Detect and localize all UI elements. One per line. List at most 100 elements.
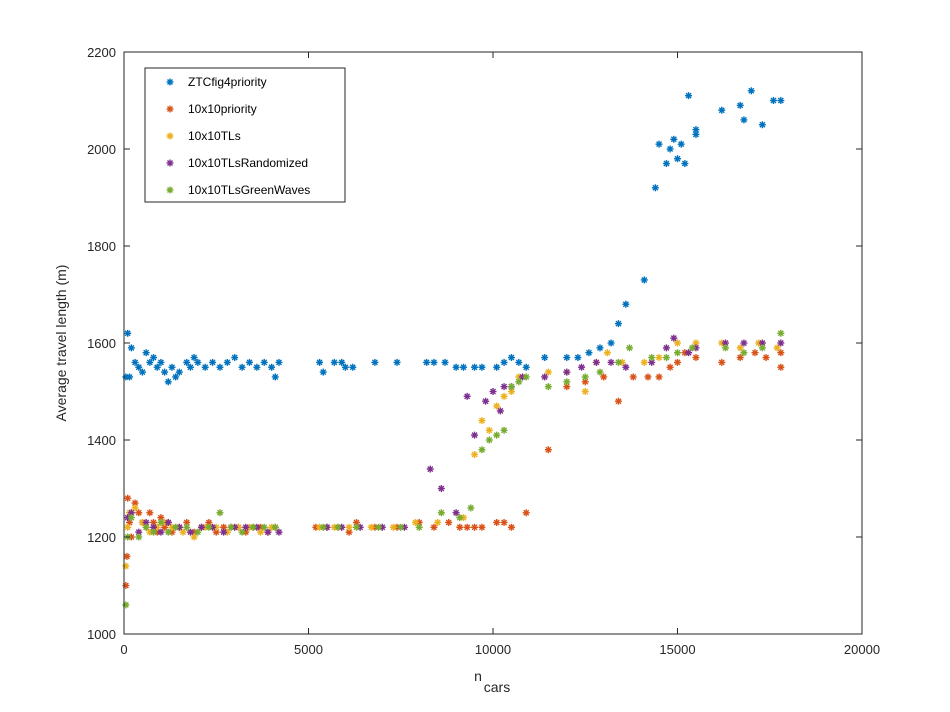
x-axis-label-subscript: cars	[484, 679, 510, 695]
data-point	[718, 358, 726, 366]
data-point	[371, 358, 379, 366]
data-point	[172, 373, 180, 381]
data-point	[212, 528, 220, 536]
legend-label: 10x10TLsGreenWaves	[188, 183, 310, 197]
data-point	[485, 436, 493, 444]
data-point	[161, 368, 169, 376]
data-point	[172, 523, 180, 531]
data-point	[275, 358, 283, 366]
data-point	[607, 358, 615, 366]
data-point	[607, 339, 615, 347]
data-point	[389, 523, 397, 531]
data-point	[257, 528, 265, 536]
data-point	[175, 368, 183, 376]
legend-marker	[166, 105, 174, 113]
data-point	[581, 388, 589, 395]
data-point	[183, 523, 191, 531]
data-point	[751, 349, 759, 357]
points-layer	[122, 87, 785, 609]
data-point	[493, 402, 501, 410]
series-1	[122, 87, 785, 386]
data-point	[127, 509, 135, 517]
data-point	[544, 446, 552, 454]
data-point	[157, 528, 165, 536]
data-point	[463, 523, 471, 531]
data-point	[496, 407, 504, 415]
data-point	[655, 354, 663, 362]
data-point	[740, 349, 748, 357]
x-tick-label: 0	[120, 642, 127, 657]
data-point	[522, 509, 530, 517]
data-point	[581, 373, 589, 381]
data-point	[245, 358, 253, 366]
data-point	[721, 344, 729, 352]
data-point	[736, 354, 744, 362]
data-point	[179, 528, 187, 536]
data-point	[740, 116, 748, 124]
data-point	[674, 349, 681, 357]
data-point	[260, 523, 268, 531]
data-point	[500, 392, 508, 400]
legend-marker	[166, 159, 174, 167]
data-point	[485, 426, 493, 434]
data-point	[718, 106, 726, 114]
data-point	[124, 523, 132, 531]
data-point	[316, 358, 324, 366]
data-point	[345, 523, 353, 531]
data-point	[629, 373, 637, 381]
data-point	[146, 358, 154, 366]
data-point	[493, 363, 501, 371]
data-point	[640, 358, 648, 366]
data-point	[644, 373, 652, 381]
data-point	[201, 363, 209, 371]
data-point	[563, 354, 571, 362]
y-axis-label: Average travel length (m)	[53, 265, 69, 422]
data-point	[581, 378, 589, 386]
data-point	[190, 354, 198, 362]
legend-label: 10x10TLsRandomized	[188, 156, 308, 170]
data-point	[585, 349, 593, 357]
data-point	[777, 363, 785, 371]
y-tick-label: 2000	[87, 142, 116, 157]
data-point	[677, 140, 685, 148]
data-point	[164, 378, 172, 386]
data-point	[227, 523, 235, 531]
data-point	[507, 383, 515, 391]
ticks-layer: 0 5000 10000 15000 20000 1000 1200 1400 1600 1800…	[87, 45, 880, 657]
data-point	[186, 528, 194, 536]
data-point	[271, 523, 279, 531]
data-point	[168, 363, 176, 371]
data-point	[194, 528, 202, 536]
data-point	[736, 101, 744, 109]
data-point	[249, 523, 257, 531]
data-point	[758, 121, 766, 129]
data-point	[544, 383, 552, 391]
series-4	[124, 334, 785, 536]
data-point	[688, 344, 696, 352]
data-point	[515, 378, 523, 386]
data-point	[242, 523, 250, 531]
data-point	[758, 344, 766, 352]
legend-label: ZTCfig4priority	[188, 75, 267, 89]
data-point	[666, 363, 674, 371]
data-point	[674, 155, 681, 163]
data-point	[334, 523, 342, 531]
data-point	[271, 373, 279, 381]
data-point	[500, 518, 508, 526]
data-point	[238, 528, 246, 536]
legend-box	[144, 67, 346, 203]
data-point	[685, 349, 693, 357]
x-tick-label: 20000	[844, 642, 880, 657]
data-point	[349, 363, 357, 371]
data-point	[478, 363, 486, 371]
data-point	[541, 373, 549, 381]
data-point	[275, 528, 283, 536]
data-point	[674, 358, 681, 366]
data-point	[773, 344, 781, 352]
data-point	[264, 528, 272, 536]
legend-marker	[166, 132, 174, 140]
data-point	[507, 354, 515, 362]
data-point	[397, 523, 405, 531]
data-point	[651, 184, 659, 192]
